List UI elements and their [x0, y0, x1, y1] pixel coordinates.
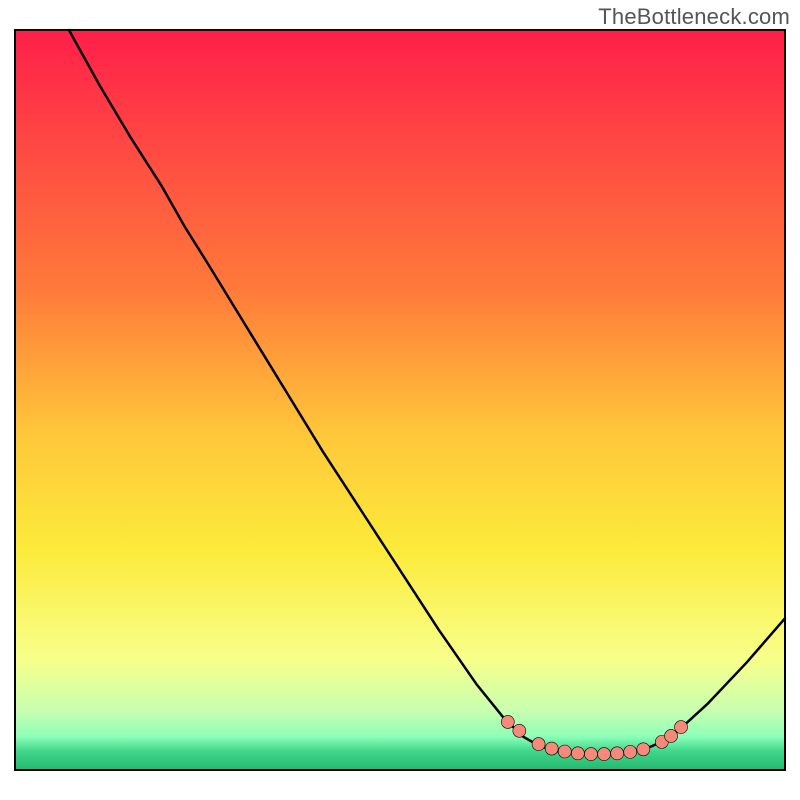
curve-marker — [611, 747, 624, 760]
curve-marker — [675, 721, 688, 734]
curve-marker — [571, 747, 584, 760]
curve-marker — [637, 743, 650, 756]
chart-svg — [0, 0, 800, 800]
bottleneck-chart: TheBottleneck.com — [0, 0, 800, 800]
curve-marker — [545, 742, 558, 755]
curve-marker — [513, 724, 526, 737]
plot-background — [15, 30, 785, 770]
curve-marker — [665, 729, 678, 742]
curve-marker — [532, 738, 545, 751]
curve-marker — [598, 748, 611, 761]
watermark-text: TheBottleneck.com — [598, 4, 790, 30]
curve-marker — [501, 715, 514, 728]
curve-marker — [624, 745, 637, 758]
curve-marker — [558, 745, 571, 758]
curve-marker — [584, 748, 597, 761]
